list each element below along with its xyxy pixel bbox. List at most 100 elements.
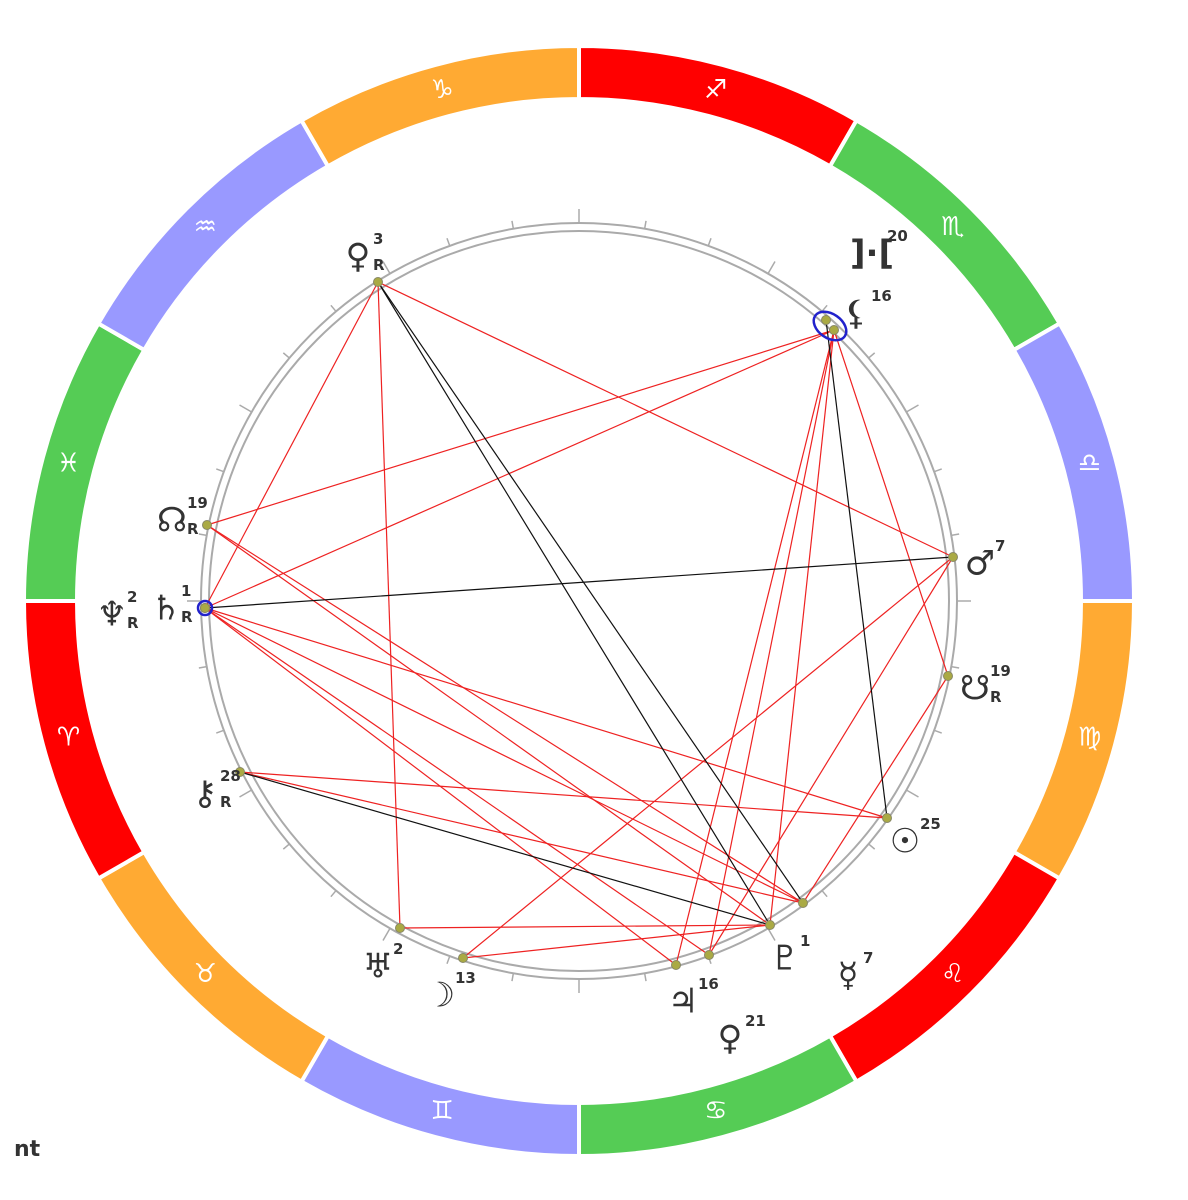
- aspect-line: [204, 329, 835, 609]
- tick: [767, 261, 776, 275]
- planet-degree: 7: [863, 949, 873, 967]
- planet-dot: [395, 923, 405, 933]
- tick: [282, 843, 290, 850]
- planet-degree: 28: [220, 767, 241, 785]
- tick: [511, 220, 515, 229]
- tick: [868, 352, 876, 359]
- planet-dot: [821, 315, 831, 325]
- planet-dot: [765, 920, 775, 930]
- planet-degree: 2: [393, 940, 403, 958]
- planet-degree: 20: [887, 227, 908, 245]
- planet-degree: 19: [990, 662, 1011, 680]
- tick: [216, 729, 225, 734]
- aspect-line: [802, 675, 949, 904]
- planet-dot: [882, 813, 892, 823]
- planet-degree: 1: [800, 932, 810, 950]
- planet-dot: [798, 898, 808, 908]
- aspect-line: [377, 281, 954, 558]
- aspect-line: [708, 556, 954, 956]
- planet-glyph: ⚷: [193, 774, 218, 814]
- planet-degree: 16: [698, 975, 719, 993]
- aspect-line: [675, 329, 835, 966]
- aspect-line: [825, 319, 888, 819]
- aspect-line: [239, 771, 804, 904]
- tick: [330, 890, 337, 898]
- tick: [951, 533, 960, 537]
- tick: [905, 404, 919, 413]
- planet-glyph: ♅: [363, 947, 393, 987]
- zodiac-glyph: ♏: [941, 212, 964, 242]
- planet-degree: 1: [181, 582, 191, 600]
- zodiac-glyph: ♉: [194, 959, 217, 989]
- planet-dot: [671, 960, 681, 970]
- planet-glyph: ⚸: [844, 294, 869, 334]
- planet-glyph: ☿: [838, 956, 859, 996]
- tick: [330, 304, 337, 312]
- tick: [382, 927, 391, 941]
- planet-retro: R: [181, 608, 193, 626]
- aspect-line: [239, 771, 888, 819]
- planet-glyph: ♄: [151, 589, 181, 629]
- tick: [707, 238, 712, 247]
- aspect-line: [206, 524, 804, 904]
- tick: [643, 220, 647, 229]
- zodiac-segment: [298, 43, 581, 169]
- highlight: [812, 310, 848, 342]
- zodiac-segment: [21, 320, 147, 603]
- planet-dot: [202, 520, 212, 530]
- tick: [198, 665, 207, 669]
- aspect-line: [462, 924, 771, 959]
- aspect-line: [239, 771, 771, 926]
- aspect-line: [206, 524, 771, 926]
- planet-glyph: ♀: [346, 237, 371, 277]
- tick: [643, 973, 647, 982]
- planet-retro: R: [127, 614, 139, 632]
- zodiac-segment: [577, 43, 860, 169]
- tick: [446, 955, 451, 964]
- planet-dot: [235, 767, 245, 777]
- planet-dot: [200, 603, 210, 613]
- tick: [382, 261, 391, 275]
- planet-retro: R: [220, 793, 232, 811]
- aspect-line: [377, 281, 804, 904]
- zodiac-glyph: ♈: [57, 722, 80, 752]
- planet-degree: 13: [455, 969, 476, 987]
- planet-degree: 21: [745, 1012, 766, 1030]
- zodiac-glyph: ♌: [941, 959, 964, 989]
- planet-glyph: ☊: [157, 501, 187, 541]
- tick: [951, 665, 960, 669]
- zodiac-glyph: ♊: [431, 1096, 454, 1126]
- zodiac-glyph: ♋: [704, 1096, 727, 1126]
- planet-degree: 19: [187, 494, 208, 512]
- zodiac-glyph: ♎: [1078, 449, 1101, 479]
- footer-text: nt: [14, 1137, 41, 1162]
- aspect-line: [769, 329, 835, 926]
- planet-degree: 16: [871, 287, 892, 305]
- tick: [511, 973, 515, 982]
- highlight: [196, 599, 214, 617]
- planet-glyph: ♀: [718, 1019, 743, 1059]
- planet-dot: [948, 552, 958, 562]
- tick: [868, 843, 876, 850]
- planet-retro: R: [373, 256, 385, 274]
- planet-glyph: ]·[: [850, 234, 894, 274]
- zodiac-segment: [1011, 320, 1137, 603]
- tick: [239, 789, 253, 798]
- tick: [821, 890, 828, 898]
- aspect-line: [399, 924, 771, 929]
- planet-degree: 7: [995, 537, 1005, 555]
- zodiac-glyph: ♐: [704, 75, 727, 105]
- zodiac-glyph: ♍: [1078, 722, 1101, 752]
- planet-glyph: ♂: [965, 544, 995, 584]
- tick: [446, 238, 451, 247]
- zodiac-segment: [1011, 599, 1137, 882]
- tick: [216, 468, 225, 473]
- planet-dot: [704, 950, 714, 960]
- aspect-line: [206, 329, 835, 526]
- planet-dot: [829, 325, 839, 335]
- aspect-line: [204, 607, 710, 956]
- zodiac-glyph: ♒: [194, 212, 217, 242]
- planet-dot: [373, 277, 383, 287]
- aspect-line: [204, 607, 804, 904]
